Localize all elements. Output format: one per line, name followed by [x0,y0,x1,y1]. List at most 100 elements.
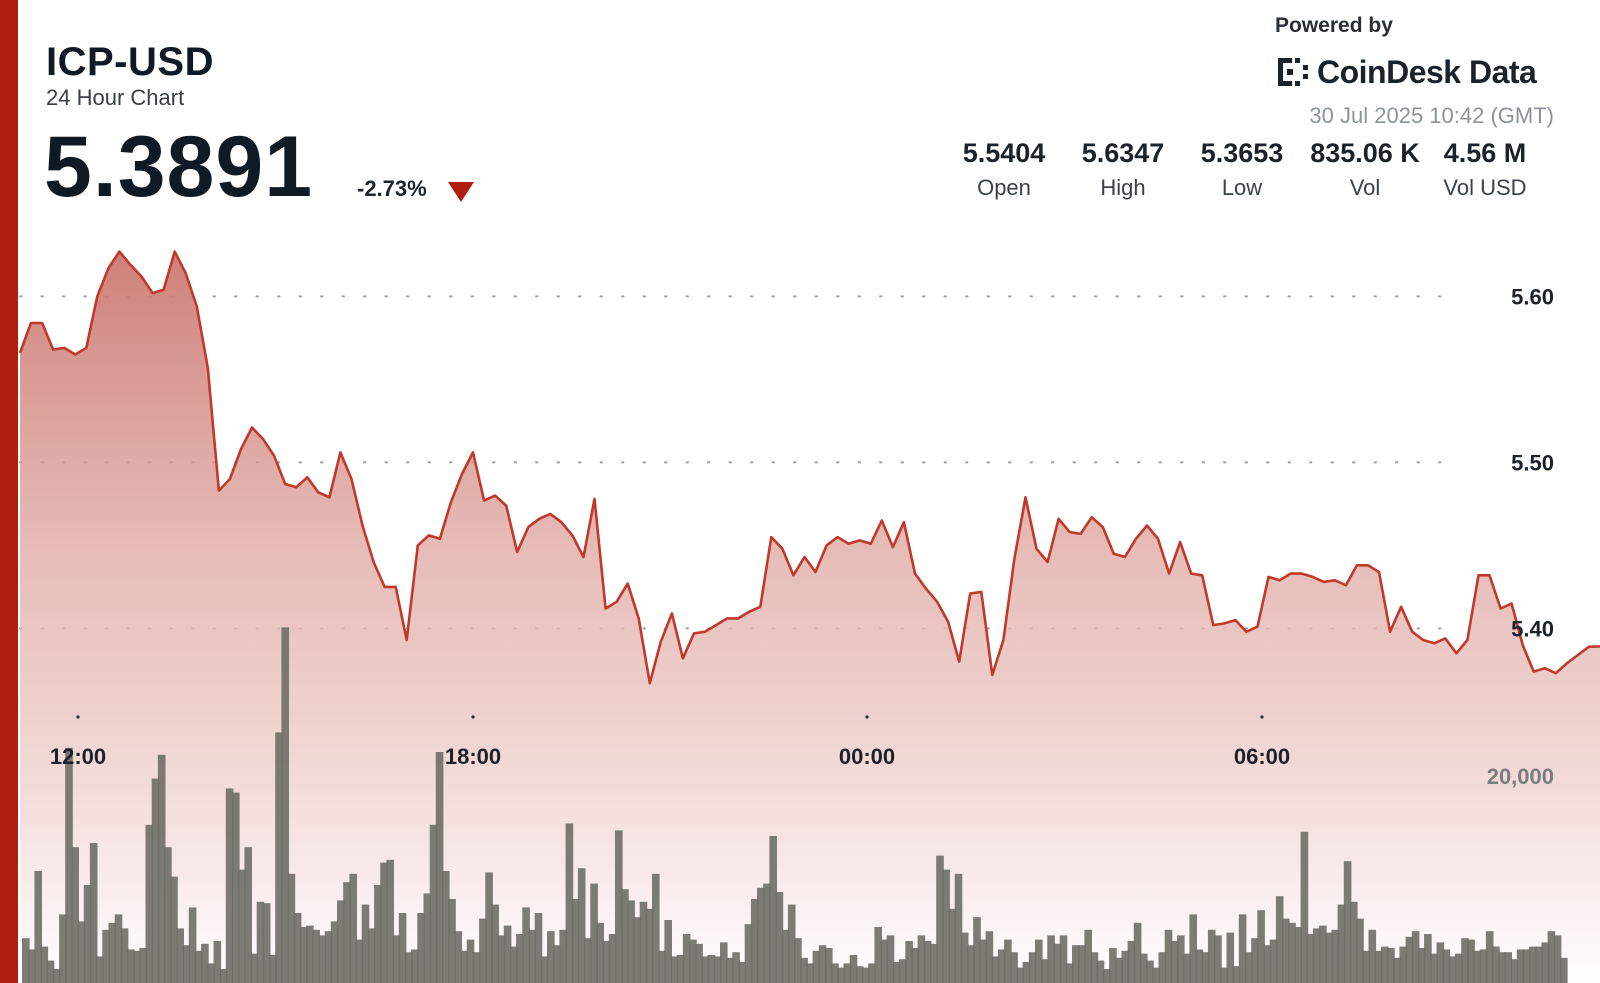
stat-open: 5.5404 Open [957,138,1051,201]
volume-bar [429,824,438,983]
volume-bar [244,847,252,983]
volume-bar [343,882,351,983]
volume-bar [503,925,512,983]
volume-bar [1084,929,1092,983]
volume-bar [1133,922,1142,983]
volume-bar [880,939,889,983]
volume-bar [448,899,456,983]
volume-bar [738,962,747,983]
volume-bar [763,883,771,983]
volume-bar [139,948,147,983]
volume-bar [1300,831,1309,983]
volume-bar [540,956,549,983]
volume-bar [120,928,129,983]
volume-bar [1560,957,1568,983]
volume-bar [392,935,401,983]
current-price: 5.3891 [44,119,314,215]
volume-bar [219,969,228,983]
volume-bar [1269,939,1278,983]
volume-bar [1467,939,1475,983]
brand-logo[interactable]: CoinDesk Data [1275,52,1537,92]
volume-bar [553,945,561,983]
volume-bar [330,921,339,983]
volume-bar [979,939,987,983]
volume-bar [232,792,240,983]
x-tick-mark [471,715,475,719]
volume-bar [1319,925,1327,983]
volume-bar [627,900,635,983]
volume-bar [1059,935,1068,983]
volume-bar [207,963,215,983]
volume-bar [1152,967,1160,983]
volume-bar [522,907,530,983]
volume-bar [1189,914,1197,983]
y-tick-label: 5.40 [1511,616,1554,641]
volume-bar [1393,957,1401,983]
volume-bar [707,955,716,983]
volume-bar [398,913,407,983]
volume-bar [151,778,160,983]
price-change: -2.73% [357,176,427,201]
volume-bars [22,627,1568,983]
volume-bar [491,904,499,983]
volume-bar [1035,939,1043,983]
volume-bar [750,899,759,983]
volume-bar [287,873,296,983]
volume-bar [1535,946,1543,983]
volume-bar [775,892,784,983]
volume-bar [176,928,184,983]
volume-bar [1288,922,1296,983]
volume-bar [985,931,994,983]
volume-bar [1442,949,1451,983]
volume-bar [1096,960,1105,983]
stat-value: 4.56 M [1443,138,1527,168]
volume-bar [868,963,876,983]
volume-bar [670,956,679,983]
volume-bar [442,871,450,983]
volume-bar [1282,918,1290,983]
volume-bar [1183,953,1191,983]
volume-bar [108,922,117,983]
volume-bar [911,948,919,983]
volume-bar [1053,943,1062,983]
volume-bar [936,855,944,983]
volume-bar [1158,952,1167,983]
volume-bar [1516,949,1525,983]
volume-bar [46,960,55,983]
volume-bar [732,952,740,983]
volume-bar [269,955,277,983]
volume-bar [1522,949,1531,983]
volume-bar [633,917,642,983]
x-tick-label: 06:00 [1234,744,1290,769]
volume-bar [65,747,73,983]
volume-bar [145,824,154,983]
volume-bar [726,957,734,983]
volume-bar [324,931,333,983]
stat-value: 835.06 K [1310,138,1420,168]
volume-bar [1479,949,1488,983]
volume-bar [52,969,61,983]
volume-bar [238,869,246,983]
volume-bar [28,949,36,983]
volume-bar [1214,935,1222,983]
volume-bar [682,934,691,983]
volume-bar [367,928,376,983]
volume-bar [596,922,604,983]
coindesk-logo-icon [1278,58,1308,86]
volume-bar [170,876,178,983]
volume-bar [713,956,722,983]
volume-bar [1455,953,1463,983]
volume-bar [1146,960,1154,983]
volume-bar [1115,957,1123,983]
volume-bar [337,900,345,983]
volume-bar [1337,904,1346,983]
volume-bar [423,893,432,983]
x-tick-label: 00:00 [839,744,895,769]
volume-bar [676,955,685,983]
volume-bar [281,627,289,983]
volume-bar [837,967,845,983]
volume-bar [831,963,839,983]
stat-value: 5.3653 [1200,138,1284,168]
volume-bar [1461,938,1469,983]
volume-bar [769,836,777,983]
